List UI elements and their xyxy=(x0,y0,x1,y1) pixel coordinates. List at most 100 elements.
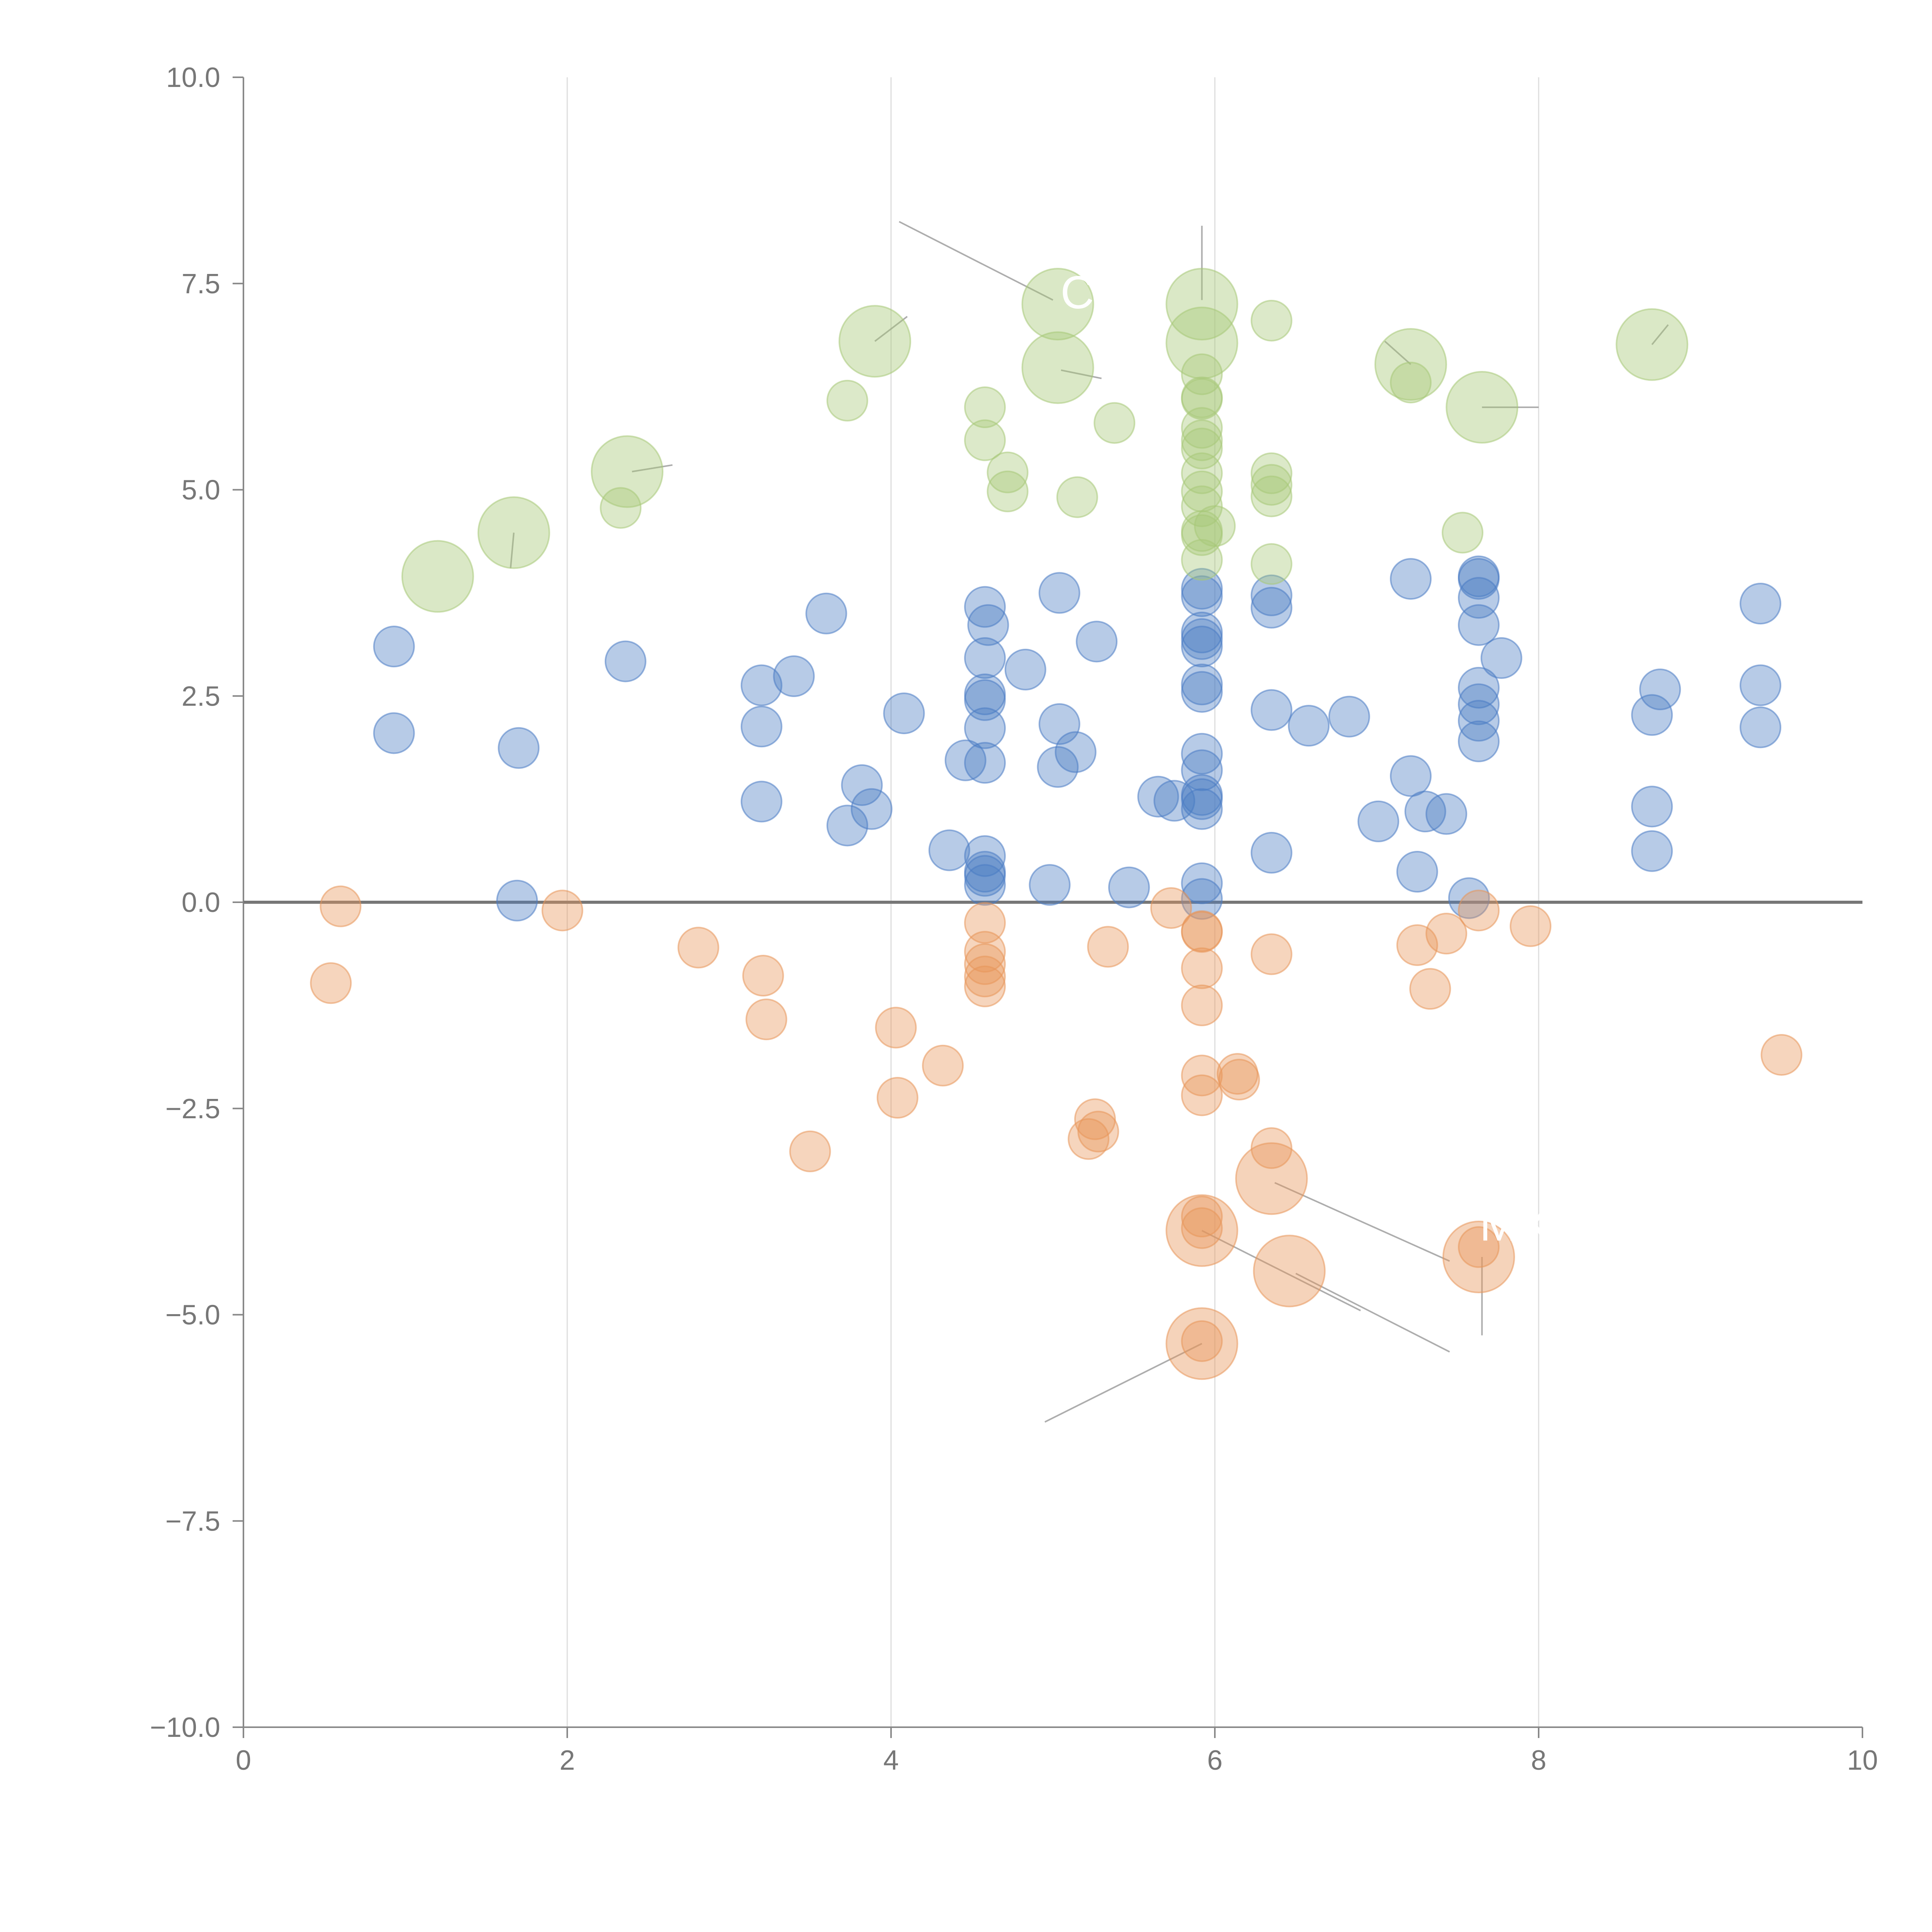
x-tick-label: 4 xyxy=(883,1745,899,1776)
data-point-positive xyxy=(964,637,1006,679)
data-point-positive xyxy=(841,764,883,806)
data-point-negative xyxy=(1087,926,1129,968)
x-tick-label: 2 xyxy=(560,1745,575,1776)
data-point-positive xyxy=(1181,778,1223,820)
x-tick-label: 0 xyxy=(236,1745,251,1776)
data-point-positive xyxy=(1137,776,1179,818)
data-point-positive xyxy=(1250,574,1293,616)
data-point-positive xyxy=(964,864,1006,906)
y-tick-label: −5.0 xyxy=(165,1300,220,1331)
data-point-positive xyxy=(1639,668,1681,711)
data-point-negative xyxy=(742,955,784,997)
y-tick-label: 2.5 xyxy=(182,681,220,712)
callout-leader-line xyxy=(1384,340,1412,365)
data-point-negative xyxy=(1760,1034,1803,1076)
data-point-highlight xyxy=(986,451,1029,493)
data-point-positive xyxy=(740,664,782,706)
data-point-positive xyxy=(1054,731,1097,773)
data-point-negative xyxy=(310,962,352,1004)
callout-leader-line xyxy=(1651,324,1669,345)
data-point-positive xyxy=(1037,746,1079,788)
data-point-highlight xyxy=(1250,452,1293,494)
data-point-highlight xyxy=(1181,427,1223,469)
data-point-negative xyxy=(677,927,719,969)
data-point-highlight xyxy=(826,379,868,422)
large-bubble-highlight xyxy=(1021,331,1094,404)
data-point-positive xyxy=(1181,626,1223,668)
data-point-positive xyxy=(498,727,540,769)
x-tick-label: 8 xyxy=(1531,1745,1546,1776)
y-tick-label: 0.0 xyxy=(182,887,220,918)
data-point-highlight xyxy=(964,419,1006,461)
data-point-positive xyxy=(1740,583,1782,625)
data-point-positive xyxy=(850,788,893,830)
large-bubble-highlight xyxy=(591,435,664,508)
data-point-positive xyxy=(1250,832,1293,874)
data-point-positive xyxy=(1631,694,1673,736)
data-point-negative xyxy=(1150,887,1192,929)
data-point-positive xyxy=(373,626,415,668)
data-point-negative xyxy=(1409,968,1451,1010)
data-point-positive xyxy=(1458,604,1500,646)
data-point-highlight xyxy=(1250,475,1293,517)
data-point-negative xyxy=(789,1130,831,1172)
data-point-negative xyxy=(1458,889,1500,932)
data-point-positive xyxy=(1181,575,1223,617)
data-point-positive xyxy=(964,673,1006,715)
data-point-positive xyxy=(1458,558,1500,600)
data-point-highlight xyxy=(1181,539,1223,581)
data-point-negative xyxy=(1181,1207,1223,1249)
callout-label: C xyxy=(1061,267,1094,318)
data-point-negative xyxy=(964,931,1006,973)
callout-leader-line xyxy=(1061,369,1102,379)
data-point-positive xyxy=(967,604,1009,646)
data-point-negative xyxy=(1218,1059,1260,1101)
callout-leader-line xyxy=(1201,1230,1361,1311)
data-point-positive xyxy=(1740,706,1782,748)
large-bubble-highlight xyxy=(838,305,912,378)
data-point-positive xyxy=(740,706,782,748)
callout-leader-line xyxy=(1044,1343,1202,1423)
data-point-positive xyxy=(1181,862,1223,904)
data-point-highlight xyxy=(1250,543,1293,585)
data-point-negative xyxy=(964,902,1006,944)
large-bubble-highlight xyxy=(1165,306,1238,379)
data-point-positive xyxy=(1038,703,1080,745)
data-point-negative xyxy=(1181,947,1223,989)
data-point-highlight xyxy=(1181,452,1223,494)
large-bubble-highlight xyxy=(401,540,474,613)
data-point-positive xyxy=(773,655,815,697)
callout-leader-line xyxy=(510,532,515,568)
data-point-negative xyxy=(1181,1196,1223,1238)
data-point-positive xyxy=(964,707,1006,749)
data-point-positive xyxy=(373,712,415,754)
data-point-negative xyxy=(1181,984,1223,1026)
data-point-positive xyxy=(1740,664,1782,706)
data-point-positive xyxy=(1631,830,1673,872)
x-tick-label: 6 xyxy=(1207,1745,1223,1776)
y-tick-label: 7.5 xyxy=(182,269,220,299)
callout-labels: MX C xyxy=(1061,267,1549,1251)
large-bubble-highlight xyxy=(1021,268,1094,341)
data-point-positive xyxy=(1181,671,1223,713)
data-point-positive xyxy=(964,855,1006,897)
data-point-highlight xyxy=(1181,353,1223,395)
callout-leader-line xyxy=(874,316,908,342)
data-point-positive xyxy=(964,586,1006,628)
data-point-positive xyxy=(1389,558,1432,600)
data-point-negative xyxy=(1181,911,1223,953)
data-point-positive xyxy=(1328,696,1370,738)
data-point-negative xyxy=(1425,913,1468,955)
large-bubble-highlight xyxy=(1165,268,1238,341)
data-point-negative xyxy=(964,943,1006,985)
data-point-highlight xyxy=(1181,514,1223,556)
large-bubble-negative xyxy=(1442,1221,1515,1294)
data-point-positive xyxy=(1108,866,1150,908)
data-point-positive xyxy=(1288,705,1330,747)
data-point-negative xyxy=(1250,1127,1293,1169)
axes: 10.0 7.5 5.0 2.5 0.0 −2.5 −5.0 −7.5 −10.0 0 2 4 6 8 10 xyxy=(150,62,1878,1776)
y-tick-label: 10.0 xyxy=(166,62,220,93)
data-point-positive xyxy=(1396,851,1438,893)
data-point-positive xyxy=(1029,864,1071,906)
